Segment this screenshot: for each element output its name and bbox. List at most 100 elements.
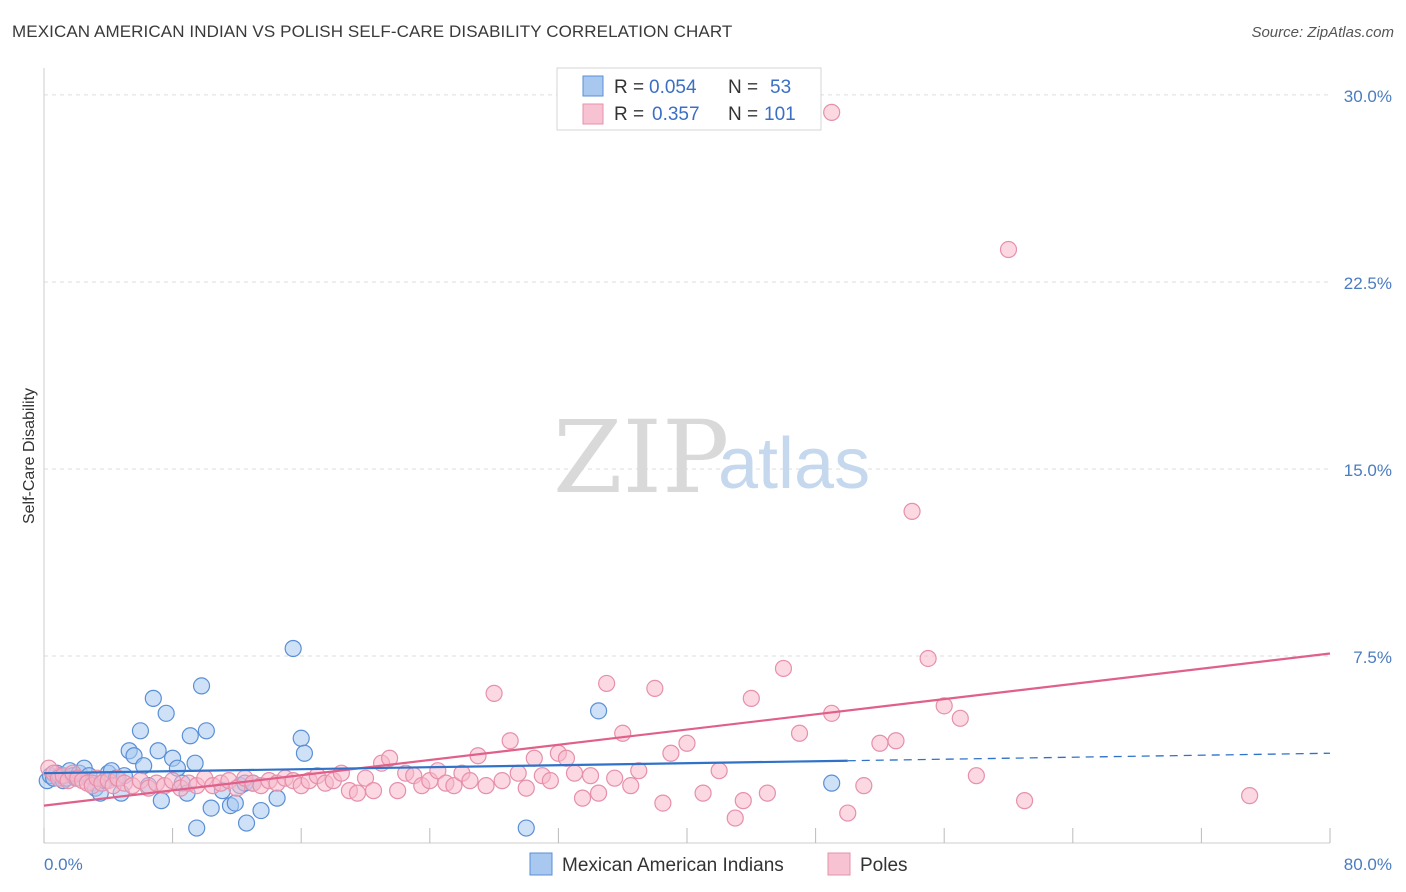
poles-point (381, 749, 399, 767)
poles-point (823, 103, 841, 121)
legend-n-label-1: N = (728, 77, 758, 98)
poles-point (598, 674, 616, 693)
poles-point (364, 782, 383, 800)
poles-point (573, 789, 592, 807)
poles-point (871, 734, 889, 752)
grid-lines (44, 94, 1330, 657)
mexican-american-indians-point (252, 801, 270, 820)
poles-point (477, 777, 495, 795)
bottom-legend-swatch-pink (827, 852, 851, 876)
bottom-legend-label-pink: Poles (860, 855, 908, 876)
poles-point (517, 779, 535, 797)
poles-point (485, 684, 503, 702)
legend-r-value-2: 0.357 (652, 104, 700, 125)
bottom-legend: Mexican American Indians Poles (529, 852, 908, 876)
poles-point (1015, 792, 1034, 810)
poles-point (606, 769, 624, 787)
mexican-american-indians-point (589, 702, 608, 720)
x-tick-label-0: 0.0% (44, 855, 83, 874)
poles-point (951, 709, 969, 727)
mexican-american-indians-point (152, 792, 170, 810)
poles-point (935, 697, 953, 715)
poles-point (501, 732, 519, 750)
poles-point (999, 240, 1018, 259)
mexican-american-indians-point (517, 819, 535, 837)
poles-point (710, 762, 728, 780)
poles-point (581, 767, 600, 785)
poles-point (855, 777, 873, 795)
poles-point (734, 792, 752, 810)
mexican-american-indians-point (823, 774, 841, 792)
poles-point (678, 734, 696, 752)
mexican-american-indians-point (237, 814, 256, 832)
mexican-american-indians-point (144, 689, 162, 707)
legend-r-value-1: 0.054 (649, 77, 697, 98)
mexican-american-indians-point (149, 742, 167, 760)
series-mexican-american-indians (38, 639, 841, 837)
poles-point (493, 772, 511, 790)
chart-source: Source: ZipAtlas.com (1251, 24, 1394, 41)
legend-box: R = 0.054 N = 53 R = 0.357 N = 101 (556, 67, 822, 131)
watermark-zip: ZIP (553, 399, 729, 516)
poles-point (726, 809, 744, 827)
mexican-american-indians-point (226, 794, 244, 812)
poles-point (1241, 787, 1259, 805)
chart-title: MEXICAN AMERICAN INDIAN VS POLISH SELF-C… (12, 22, 733, 41)
x-tick-label-1: 80.0% (1344, 855, 1392, 874)
poles-point (565, 764, 584, 782)
legend-r-label-2: R = (614, 104, 644, 125)
trendline-mexican-american-indians-extension (847, 752, 1331, 762)
poles-point (903, 502, 921, 520)
mexican-american-indians-point (157, 704, 175, 722)
mexican-american-indians-point (202, 799, 220, 817)
trendline-poles (43, 652, 1331, 807)
bottom-legend-swatch-blue (529, 852, 553, 876)
y-tick-label-1: 15.0% (1344, 461, 1392, 480)
mexican-american-indians-point (292, 729, 310, 747)
mexican-american-indians-point (192, 677, 211, 695)
poles-point (967, 767, 985, 785)
legend-r-label-1: R = (614, 77, 644, 98)
mexican-american-indians-point (197, 722, 215, 740)
poles-point (541, 772, 559, 790)
mexican-american-indians-point (268, 789, 286, 807)
mexican-american-indians-point (295, 744, 314, 762)
legend-n-value-2: 101 (764, 104, 796, 125)
poles-point (461, 772, 479, 790)
poles-point (662, 744, 680, 762)
trendline-mexican-american-indians (43, 759, 848, 775)
poles-point (654, 794, 672, 812)
trendlines (43, 652, 1331, 807)
y-tick-label-2: 22.5% (1344, 274, 1392, 293)
y-tick-label-0: 7.5% (1353, 648, 1392, 667)
poles-point (630, 762, 648, 780)
mexican-american-indians-point (188, 819, 206, 837)
legend-swatch-blue (582, 75, 604, 97)
axes (43, 68, 1331, 844)
mexican-american-indians-point (284, 639, 302, 658)
x-tick-labels: 0.0% 80.0% (44, 855, 1392, 874)
mexican-american-indians-point (186, 754, 204, 772)
mexican-american-indians-point (181, 727, 199, 745)
poles-point (646, 679, 664, 698)
poles-point (919, 649, 937, 668)
poles-point (557, 749, 576, 767)
poles-point (622, 777, 640, 795)
watermark-atlas: atlas (718, 424, 870, 504)
poles-point (694, 784, 712, 802)
poles-point (348, 784, 367, 802)
poles-point (790, 724, 809, 742)
y-axis-title: Self-Care Disability (21, 388, 38, 524)
poles-point (389, 782, 407, 800)
poles-point (509, 764, 527, 782)
legend-n-label-2: N = (728, 104, 758, 125)
poles-point (758, 784, 776, 802)
poles-point (742, 689, 760, 707)
mexican-american-indians-point (131, 722, 150, 740)
legend-n-value-1: 53 (770, 77, 791, 98)
legend-swatch-pink (582, 103, 604, 125)
y-tick-label-3: 30.0% (1344, 87, 1392, 106)
poles-point (356, 769, 375, 787)
poles-point (525, 749, 543, 767)
